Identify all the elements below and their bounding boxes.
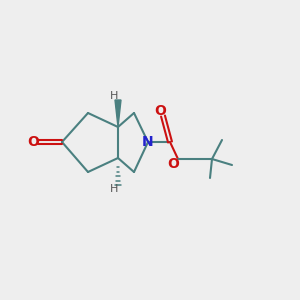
Text: O: O bbox=[27, 135, 39, 149]
Polygon shape bbox=[115, 100, 121, 127]
Text: H: H bbox=[110, 91, 118, 101]
Text: H: H bbox=[110, 184, 118, 194]
Text: O: O bbox=[154, 104, 166, 118]
Text: O: O bbox=[167, 157, 179, 171]
Text: N: N bbox=[142, 135, 154, 149]
